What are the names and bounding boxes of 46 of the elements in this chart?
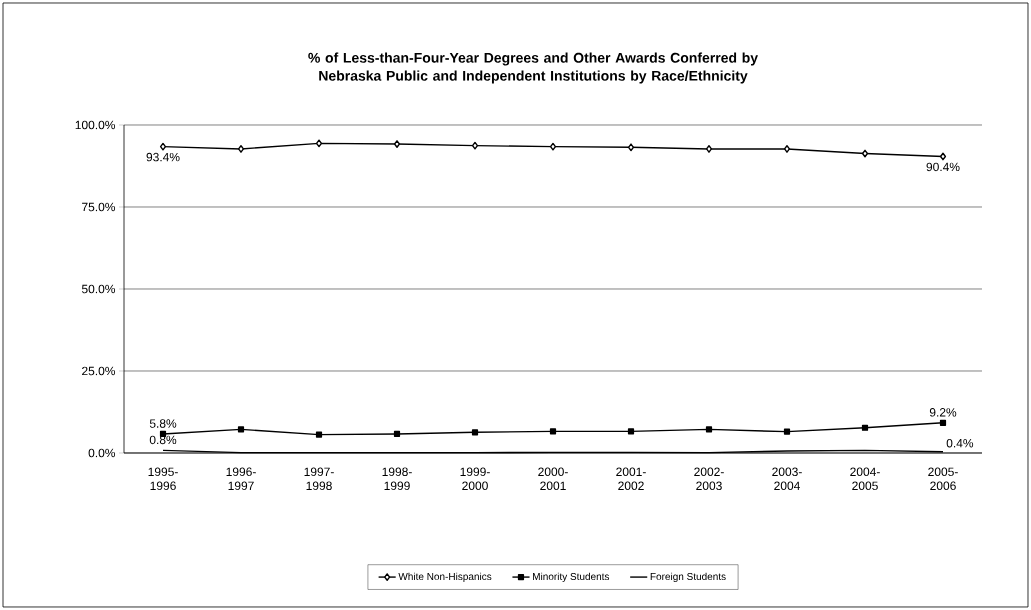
x-tick-label: 1997-1998 xyxy=(304,467,334,491)
x-tick-label: 1996-1997 xyxy=(226,467,256,491)
point xyxy=(315,431,323,438)
point xyxy=(939,152,947,161)
x-tick-label: 2003-2004 xyxy=(772,467,802,491)
y-tick-label: 25.0% xyxy=(82,366,116,376)
x-tick-label: 2004-2005 xyxy=(850,467,880,491)
x-tick-label: 2005-2006 xyxy=(928,467,958,491)
point xyxy=(315,139,323,148)
point xyxy=(549,142,557,151)
point xyxy=(861,424,869,431)
point xyxy=(393,430,401,438)
x-tick-label: 2002-2003 xyxy=(694,467,724,491)
point xyxy=(783,145,791,153)
point xyxy=(471,429,479,436)
x-tick-label: 1995-1996 xyxy=(148,467,178,491)
point xyxy=(549,428,557,435)
point xyxy=(471,141,479,150)
chart-title: % of Less-than-Four-Year Degrees and Other Awards Conferred by Nebraska Public and Independent Institutions by Race/Ethnicity xyxy=(308,52,758,84)
data-label: 0.4% xyxy=(946,438,974,448)
point xyxy=(705,145,713,153)
y-tick-label: 50.0% xyxy=(81,284,116,294)
point xyxy=(159,142,167,151)
data-label: 9.2% xyxy=(929,408,957,417)
legend-label: White Non-Hispanics xyxy=(398,572,492,583)
y-tick-label: 75.0% xyxy=(82,202,116,212)
data-label: 5.8% xyxy=(149,419,177,428)
y-tick-label: 100.0% xyxy=(75,120,116,130)
point xyxy=(783,428,791,435)
data-label: 93.4% xyxy=(146,152,180,162)
point xyxy=(861,149,869,158)
x-tick-label: 1999-2000 xyxy=(460,467,490,491)
legend-label: Minority Students xyxy=(533,572,610,583)
point xyxy=(237,145,245,153)
point xyxy=(705,426,713,433)
point xyxy=(939,419,947,426)
point xyxy=(393,140,401,148)
x-tick-label: 1998-1999 xyxy=(382,467,412,491)
legend-label: Foreign Students xyxy=(650,572,726,583)
point xyxy=(237,426,245,433)
point xyxy=(627,143,635,152)
x-tick-label: 2001-2002 xyxy=(616,467,646,491)
y-tick-label: 0.0% xyxy=(88,448,116,458)
data-label: 90.4% xyxy=(926,162,960,172)
point xyxy=(627,428,635,435)
x-tick-label: 2000-2001 xyxy=(538,467,568,491)
